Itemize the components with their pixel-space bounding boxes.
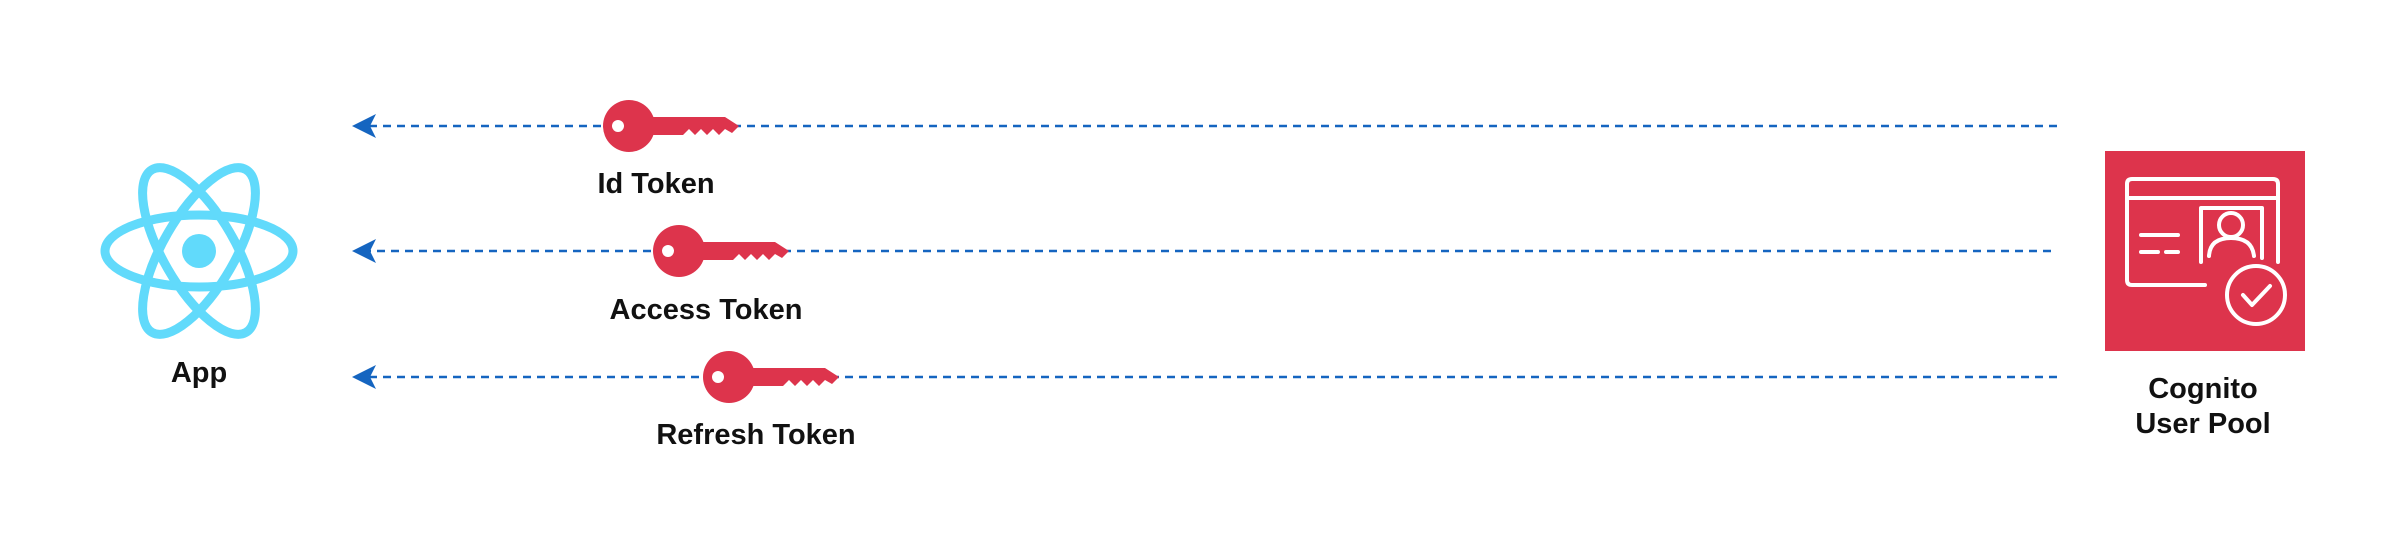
user-pool-label-line1: Cognito (2148, 373, 2258, 405)
arrow-access-token (352, 239, 2051, 263)
app-label: App (170, 357, 228, 389)
access-token-label: Access Token (609, 294, 803, 326)
react-logo-icon (100, 163, 298, 339)
user-pool-label: Cognito User Pool (2135, 372, 2270, 442)
cognito-user-pool-icon (2105, 151, 2305, 351)
key-icon (653, 225, 789, 277)
key-icon (603, 100, 739, 152)
user-pool-label-line2: User Pool (2135, 408, 2271, 440)
arrow-refresh-token (352, 365, 2057, 389)
refresh-token-label: Refresh Token (656, 419, 856, 451)
key-icon (703, 351, 839, 403)
id-token-label: Id Token (597, 168, 715, 200)
